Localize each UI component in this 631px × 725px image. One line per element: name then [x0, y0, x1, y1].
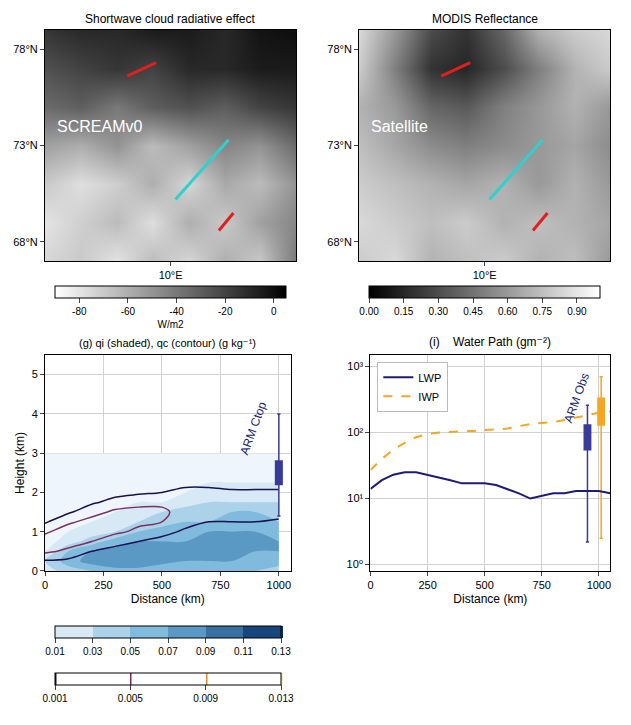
svg-text:78°N: 78°N — [327, 43, 352, 55]
svg-text:0.13: 0.13 — [271, 646, 291, 657]
svg-text:Distance (km): Distance (km) — [453, 592, 527, 606]
svg-text:0.45: 0.45 — [463, 306, 483, 317]
svg-text:MODIS Reflectance: MODIS Reflectance — [432, 12, 538, 26]
svg-text:Satellite: Satellite — [371, 118, 428, 135]
svg-text:10²: 10² — [347, 426, 363, 438]
svg-text:LWP: LWP — [418, 372, 441, 384]
svg-text:0.60: 0.60 — [498, 306, 518, 317]
svg-text:0: 0 — [42, 579, 48, 591]
svg-text:250: 250 — [94, 579, 112, 591]
svg-text:2: 2 — [32, 486, 38, 498]
svg-text:-40: -40 — [169, 306, 184, 317]
svg-text:-60: -60 — [121, 306, 136, 317]
svg-text:0.00: 0.00 — [359, 306, 379, 317]
svg-text:0: 0 — [271, 306, 277, 317]
svg-text:0.05: 0.05 — [121, 646, 141, 657]
svg-text:78°N: 78°N — [13, 43, 38, 55]
svg-text:0.30: 0.30 — [429, 306, 449, 317]
svg-text:(i) Water Path (gm⁻²): (i) Water Path (gm⁻²) — [429, 335, 551, 349]
svg-text:1000: 1000 — [267, 579, 291, 591]
svg-text:750: 750 — [533, 579, 551, 591]
svg-text:0.90: 0.90 — [567, 306, 587, 317]
svg-text:73°N: 73°N — [327, 139, 352, 151]
svg-text:500: 500 — [153, 579, 171, 591]
svg-text:1: 1 — [32, 526, 38, 538]
svg-text:0: 0 — [32, 565, 38, 577]
svg-text:Height (km): Height (km) — [13, 432, 27, 494]
svg-text:SCREAMv0: SCREAMv0 — [57, 118, 142, 135]
svg-text:Distance (km): Distance (km) — [131, 592, 205, 606]
svg-text:0.01: 0.01 — [45, 646, 65, 657]
svg-text:0.07: 0.07 — [158, 646, 178, 657]
svg-text:10°E: 10°E — [473, 269, 497, 281]
svg-text:3: 3 — [32, 447, 38, 459]
svg-text:10⁰: 10⁰ — [347, 558, 364, 570]
svg-text:10³: 10³ — [347, 360, 363, 372]
svg-text:IWP: IWP — [418, 391, 439, 403]
svg-text:750: 750 — [211, 579, 229, 591]
svg-text:0.03: 0.03 — [83, 646, 103, 657]
svg-text:0.15: 0.15 — [394, 306, 414, 317]
svg-text:0.09: 0.09 — [196, 646, 216, 657]
svg-text:-80: -80 — [72, 306, 87, 317]
svg-text:5: 5 — [32, 368, 38, 380]
svg-text:0.11: 0.11 — [234, 646, 253, 657]
svg-text:ARM Obs: ARM Obs — [561, 371, 592, 425]
svg-text:250: 250 — [418, 579, 436, 591]
svg-text:68°N: 68°N — [327, 236, 352, 248]
svg-text:Shortwave cloud radiative effe: Shortwave cloud radiative effect — [85, 12, 256, 26]
svg-text:73°N: 73°N — [13, 139, 38, 151]
svg-text:4: 4 — [32, 408, 38, 420]
svg-text:0.001: 0.001 — [42, 693, 67, 704]
svg-text:0.009: 0.009 — [193, 693, 218, 704]
svg-text:1000: 1000 — [587, 579, 611, 591]
svg-text:10°E: 10°E — [159, 269, 183, 281]
svg-text:-20: -20 — [218, 306, 233, 317]
svg-text:W/m2: W/m2 — [157, 319, 184, 330]
svg-text:68°N: 68°N — [13, 236, 38, 248]
svg-text:10¹: 10¹ — [347, 492, 363, 504]
svg-text:0.013: 0.013 — [268, 693, 293, 704]
svg-text:(g) qi (shaded), qc (contour): (g) qi (shaded), qc (contour) (g kg⁻¹) — [79, 337, 256, 349]
svg-text:ARM Ctop: ARM Ctop — [237, 400, 269, 457]
svg-text:0.75: 0.75 — [533, 306, 553, 317]
svg-text:500: 500 — [475, 579, 493, 591]
svg-text:0: 0 — [367, 579, 373, 591]
svg-text:0.005: 0.005 — [118, 693, 143, 704]
